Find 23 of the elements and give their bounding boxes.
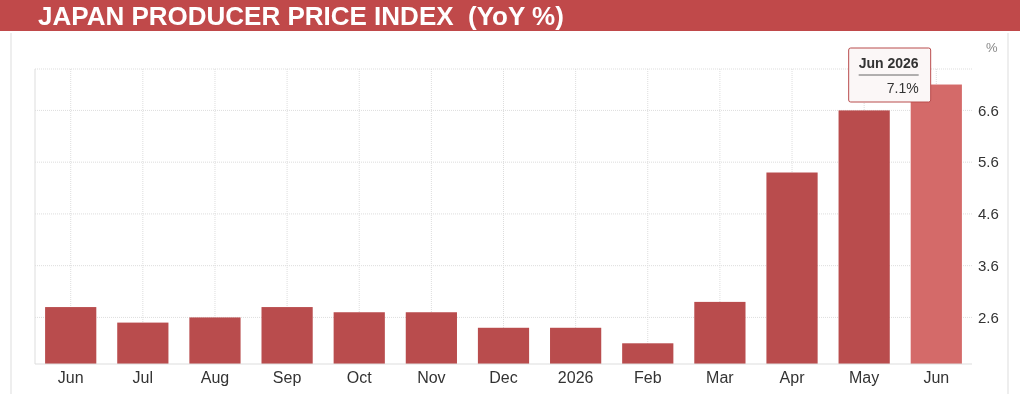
- y-axis-title: %: [986, 40, 998, 55]
- x-tick-label: Jun: [923, 369, 950, 386]
- x-tick-label: Jul: [132, 369, 154, 386]
- x-tick-label: Jun: [57, 369, 84, 386]
- x-tick-label: Mar: [706, 369, 735, 386]
- y-tick-label: 4.6: [978, 205, 999, 223]
- x-tick-label: Dec: [489, 369, 518, 386]
- data-label: 7.1%: [886, 80, 919, 96]
- x-tick-label: Nov: [417, 369, 446, 386]
- tooltip: Jun 2026 7.1%: [848, 47, 932, 103]
- y-tick-label: 5.6: [978, 153, 999, 171]
- x-tick-label: Aug: [200, 369, 230, 386]
- y-tick-label: 2.6: [978, 308, 999, 326]
- x-tick-label: Feb: [633, 369, 662, 386]
- x-tick-label: 2026: [557, 369, 594, 386]
- x-tick-label: Oct: [346, 369, 373, 386]
- annotation: Jun 2026: [858, 55, 919, 71]
- x-tick-label: May: [849, 369, 880, 386]
- y-tick-label: 3.6: [978, 256, 999, 274]
- x-tick-label: Sep: [272, 369, 302, 386]
- chart-title: JAPAN PRODUCER PRICE INDEX (YoY %): [38, 1, 564, 31]
- y-tick-label: 6.6: [978, 101, 999, 119]
- x-tick-label: Apr: [779, 369, 806, 386]
